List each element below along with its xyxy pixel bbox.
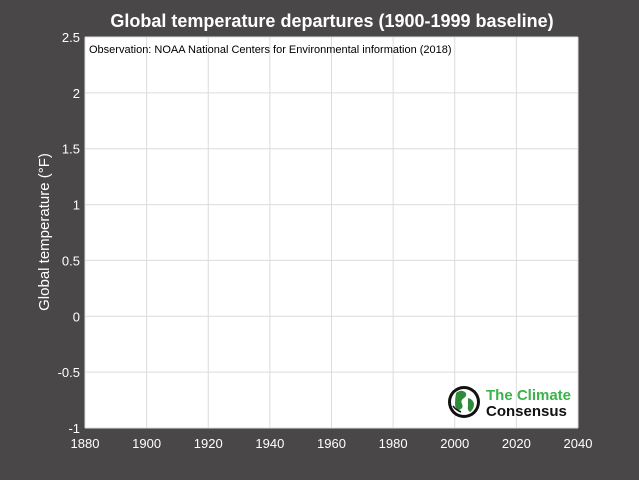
x-tick-label: 1960 [317, 436, 346, 451]
globe-icon [448, 386, 480, 418]
chart-title: Global temperature departures (1900-1999… [110, 11, 553, 31]
y-tick-label: 0.5 [62, 253, 80, 268]
climate-consensus-logo: The Climate Consensus [448, 386, 571, 420]
x-tick-label: 2020 [502, 436, 531, 451]
x-tick-label: 1900 [132, 436, 161, 451]
y-axis-label: Global temperature (°F) [36, 153, 53, 311]
x-tick-label: 1920 [194, 436, 223, 451]
y-tick-label: -1 [68, 421, 80, 436]
x-tick-label: 1940 [255, 436, 284, 451]
logo-text-consensus: Consensus [486, 403, 567, 420]
x-tick-label: 1880 [71, 436, 100, 451]
x-tick-label: 2040 [564, 436, 593, 451]
logo-text-the-climate: The Climate [486, 387, 571, 404]
y-tick-label: 2 [73, 86, 80, 101]
x-tick-label: 1980 [379, 436, 408, 451]
y-tick-label: 1.5 [62, 142, 80, 157]
y-tick-label: -0.5 [58, 365, 80, 380]
source-annotation: Observation: NOAA National Centers for E… [89, 44, 452, 56]
x-tick-label: 2000 [440, 436, 469, 451]
y-tick-label: 1 [73, 198, 80, 213]
y-tick-label: 2.5 [62, 30, 80, 45]
grid [84, 36, 579, 429]
ticks: 1880 1900 1920 1940 1960 1980 2000 2020 2040 -1 -0… [58, 30, 593, 451]
y-tick-label: 0 [73, 309, 80, 324]
